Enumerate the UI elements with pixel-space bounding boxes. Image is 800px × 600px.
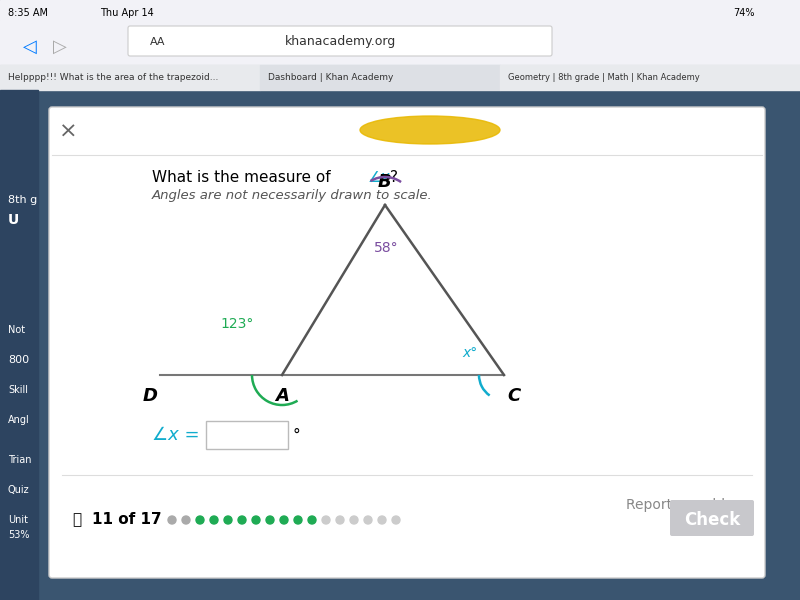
Text: Check: Check: [684, 511, 740, 529]
Bar: [500, 65, 800, 90]
Text: 11 of 17: 11 of 17: [92, 512, 162, 527]
Circle shape: [168, 516, 176, 524]
Bar: [0, 20, 800, 65]
Circle shape: [294, 516, 302, 524]
Text: 53%: 53%: [8, 530, 30, 540]
FancyBboxPatch shape: [206, 421, 288, 449]
Text: U: U: [8, 213, 19, 227]
Circle shape: [210, 516, 218, 524]
Text: Report a problem: Report a problem: [626, 498, 747, 512]
Circle shape: [350, 516, 358, 524]
Text: What is the measure of: What is the measure of: [152, 170, 335, 185]
Circle shape: [182, 516, 190, 524]
Text: ∠x =: ∠x =: [152, 426, 200, 444]
Bar: [0, 65, 260, 90]
Bar: [52, 110, 762, 155]
FancyBboxPatch shape: [670, 500, 754, 536]
Circle shape: [308, 516, 316, 524]
Text: Dashboard | Khan Academy: Dashboard | Khan Academy: [268, 73, 394, 82]
Circle shape: [196, 516, 204, 524]
Text: Thu Apr 14: Thu Apr 14: [100, 8, 154, 18]
Text: Angles are not necessarily drawn to scale.: Angles are not necessarily drawn to scal…: [152, 190, 433, 202]
Circle shape: [392, 516, 400, 524]
Text: Angl: Angl: [8, 415, 30, 425]
Text: 800: 800: [8, 355, 29, 365]
Circle shape: [238, 516, 246, 524]
Text: 58°: 58°: [374, 241, 398, 255]
Text: Unit: Unit: [8, 515, 28, 525]
Text: 🖊: 🖊: [72, 512, 81, 527]
Bar: [0, 0, 800, 20]
Text: 8th g: 8th g: [8, 195, 38, 205]
Text: 74%: 74%: [734, 8, 755, 18]
FancyBboxPatch shape: [49, 107, 765, 578]
Text: C: C: [507, 387, 521, 405]
Text: Quiz: Quiz: [8, 485, 30, 495]
Bar: [0, 90, 38, 600]
Text: Trian: Trian: [8, 455, 31, 465]
Text: 8:35 AM: 8:35 AM: [8, 8, 48, 18]
Circle shape: [336, 516, 344, 524]
Text: AA: AA: [150, 37, 166, 47]
Circle shape: [364, 516, 372, 524]
Circle shape: [322, 516, 330, 524]
Bar: [260, 65, 500, 90]
Text: A: A: [275, 387, 289, 405]
Text: ×: ×: [58, 122, 78, 142]
Text: °: °: [292, 427, 300, 443]
Circle shape: [378, 516, 386, 524]
Circle shape: [280, 516, 288, 524]
Text: x°: x°: [462, 346, 478, 360]
Text: khanacademy.org: khanacademy.org: [284, 35, 396, 49]
Text: ?: ?: [390, 170, 398, 185]
Text: D: D: [142, 387, 158, 405]
Circle shape: [266, 516, 274, 524]
Circle shape: [224, 516, 232, 524]
Text: Helpppp!!! What is the area of the trapezoid...: Helpppp!!! What is the area of the trape…: [8, 73, 218, 82]
Text: 123°: 123°: [220, 317, 254, 331]
Ellipse shape: [360, 116, 500, 144]
Bar: [0, 90, 800, 600]
Text: ∠x: ∠x: [368, 170, 390, 185]
Text: Not: Not: [8, 325, 25, 335]
Bar: [0, 65, 800, 90]
FancyBboxPatch shape: [128, 26, 552, 56]
Text: Geometry | 8th grade | Math | Khan Academy: Geometry | 8th grade | Math | Khan Acade…: [508, 73, 700, 82]
Circle shape: [252, 516, 260, 524]
Text: ▷: ▷: [53, 38, 67, 56]
Text: B: B: [378, 173, 392, 191]
Text: Skill: Skill: [8, 385, 28, 395]
Text: ◁: ◁: [23, 38, 37, 56]
